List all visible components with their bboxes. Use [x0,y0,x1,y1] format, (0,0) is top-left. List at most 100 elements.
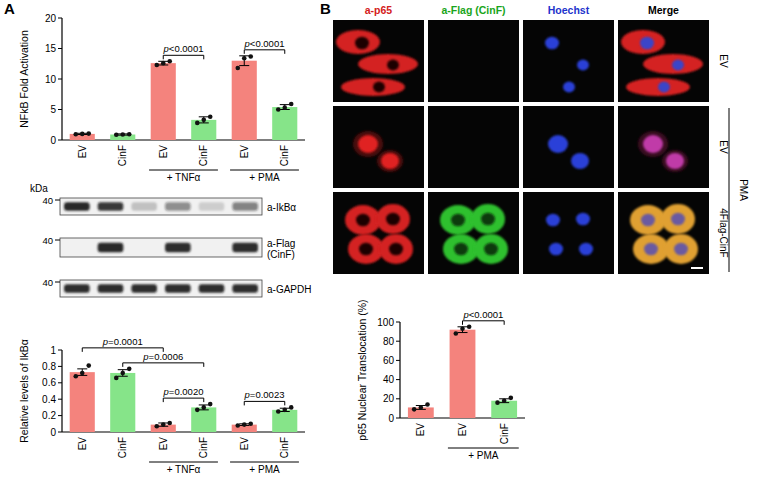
micrograph-background [428,192,519,274]
blot-band [232,284,258,293]
replicate-point [235,66,240,71]
nucleus [674,243,688,256]
cell [379,234,413,264]
p-value: p=0.0006 [142,351,183,362]
micrograph [333,192,424,274]
bar-chart: 00.20.40.60.81Relative levels of IkBαEVC… [18,336,305,475]
error-bar [158,61,168,65]
replicate-point [242,422,247,427]
blot-band [165,284,191,293]
blot-band [131,284,157,293]
replicate-point [208,402,213,407]
row-label: EV [718,140,729,154]
nucleus [373,82,385,93]
significance-bracket [163,398,204,402]
p-rest: <0.0001 [169,43,204,54]
y-tick-label: 10 [45,74,57,85]
replicate-point [86,131,91,136]
p-rest: =0.0006 [149,351,184,362]
treatment-bracket [729,108,730,272]
nucleus [381,153,399,169]
group-line [149,462,218,463]
row-label: 4Flag-CinF [718,208,729,257]
y-tick [396,379,400,380]
significance-bracket [244,401,285,405]
bar [450,330,476,418]
nucleus [577,60,589,71]
replicate-point [167,59,172,64]
cell [440,205,476,235]
cell [443,234,479,264]
replicate-point [73,374,78,379]
blot-strip [60,280,262,297]
cell [633,234,669,264]
cell [626,78,690,96]
y-axis-title: p65 Nuclear Translocation (%) [356,299,368,440]
blot-band [98,202,124,211]
antibody-sublabel: (CinF) [267,249,295,260]
replicate-point [86,363,91,368]
antibody-label: a-GAPDH [267,284,311,295]
error-bar [458,327,468,333]
micrograph-background [523,106,614,188]
marker-label: 40 [42,195,53,206]
bar [491,401,517,418]
y-tick-label: 20 [45,13,57,24]
nucleus [672,60,684,71]
replicate-point [73,132,78,137]
y-tick-label: 5 [50,104,56,115]
replicate-point [161,61,166,66]
blot-band [165,202,191,211]
y-tick [396,360,400,361]
replicate-point [495,400,500,405]
y-tick-label: 60 [383,355,395,366]
cell [661,204,695,234]
y-axis [61,350,62,432]
y-tick [396,322,400,323]
y-tick [396,341,400,342]
nucleus [641,214,655,227]
antibody-label: a-Flag [267,238,295,249]
blot-band [98,284,124,293]
x-tick-label: CinF [279,437,290,458]
bar [151,63,176,140]
y-tick-label: 15 [45,43,57,54]
error-bar [280,408,290,411]
replicate-point [248,54,253,59]
nucleus [546,214,560,227]
y-tick [58,140,62,141]
blot-band [199,284,225,293]
nucleus [548,135,568,153]
error-bar [158,423,168,426]
bar [191,120,216,140]
nucleus [563,82,575,93]
bar [70,372,95,432]
x-tick-label: EV [77,437,88,451]
channel-label: Merge [648,4,679,16]
cell [664,234,698,264]
cell [336,30,380,54]
replicate-point [114,133,119,138]
p-value: p=0.0020 [163,386,204,397]
x-tick-label: CinF [117,145,128,166]
y-axis-title: Relative levels of IkBα [18,339,30,443]
nucleus [484,243,498,256]
replicate-point [235,423,240,428]
nucleus [549,243,563,256]
nucleus [666,153,684,169]
group-label: + PMA [249,172,280,183]
bar-chart: 020406080100p65 Nuclear Translocation (%… [356,299,525,461]
cell [345,205,381,235]
cell [662,150,688,172]
cell [474,234,508,264]
error-bar [499,399,509,403]
error-cap [199,122,209,123]
nucleus [356,214,370,227]
nucleus [643,135,663,153]
y-tick-label: 0.6 [42,377,56,388]
replicate-point [276,107,281,112]
y-tick-label: 80 [383,336,395,347]
cell [341,78,405,96]
bar [232,61,257,140]
nucleus [576,213,590,226]
